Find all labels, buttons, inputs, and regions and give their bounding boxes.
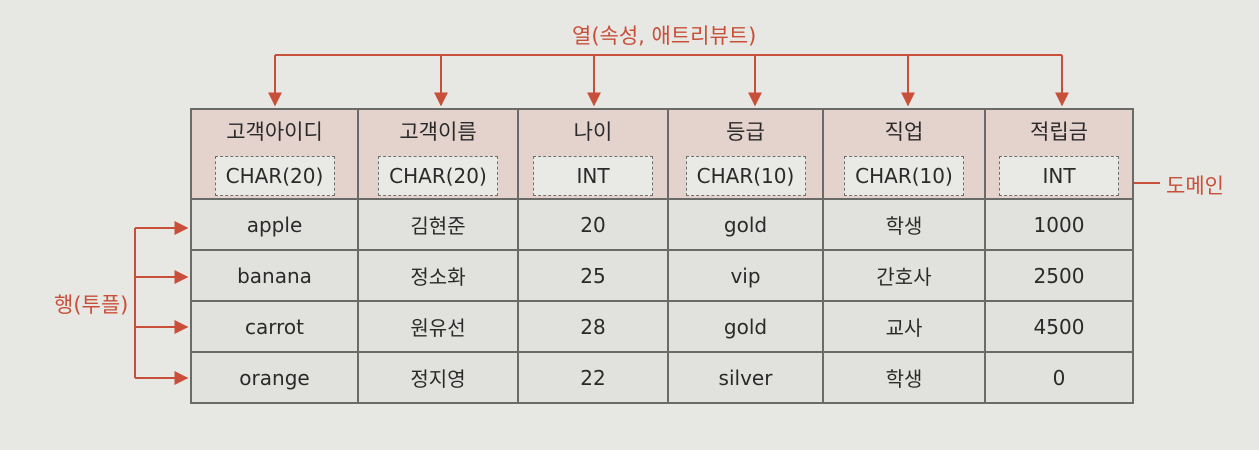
- table-cell: silver: [667, 351, 824, 404]
- table-cell: apple: [190, 198, 359, 251]
- tuple-row: carrot 원유선 28 gold 교사 4500: [190, 300, 1134, 353]
- domain-type: INT: [533, 156, 653, 196]
- attribute-header: 적립금 INT: [984, 108, 1134, 200]
- domain-type: CHAR(10): [685, 156, 806, 196]
- attribute-header: 나이 INT: [517, 108, 669, 200]
- row-label: 행(투플): [52, 289, 131, 319]
- attribute-name: 등급: [726, 120, 765, 144]
- table-cell: 25: [517, 249, 669, 302]
- table-cell: carrot: [190, 300, 359, 353]
- tuple-row: apple 김현준 20 gold 학생 1000: [190, 198, 1134, 251]
- domain-type: CHAR(20): [378, 156, 498, 196]
- domain-type: INT: [999, 156, 1119, 196]
- table-cell: 정지영: [357, 351, 519, 404]
- domain-label: 도메인: [1166, 174, 1224, 198]
- table-cell: 28: [517, 300, 669, 353]
- attribute-header: 등급 CHAR(10): [667, 108, 824, 200]
- table-cell: 2500: [984, 249, 1134, 302]
- table-cell: 학생: [822, 351, 986, 404]
- attribute-name: 고객이름: [399, 120, 477, 144]
- table-cell: 간호사: [822, 249, 986, 302]
- table-cell: 원유선: [357, 300, 519, 353]
- table-cell: 0: [984, 351, 1134, 404]
- domain-type: CHAR(20): [214, 156, 335, 196]
- attribute-name: 나이: [573, 120, 613, 144]
- relation-table: 고객아이디 CHAR(20) 고객이름 CHAR(20) 나이 INT 등급 C…: [190, 108, 1134, 404]
- table-cell: 김현준: [357, 198, 519, 251]
- table-cell: 4500: [984, 300, 1134, 353]
- tuple-row: banana 정소화 25 vip 간호사 2500: [190, 249, 1134, 302]
- column-label: 열(속성, 애트리뷰트): [572, 24, 757, 48]
- table-cell: gold: [667, 198, 824, 251]
- attribute-name: 고객아이디: [226, 120, 323, 144]
- tuple-row: orange 정지영 22 silver 학생 0: [190, 351, 1134, 404]
- table-cell: 학생: [822, 198, 986, 251]
- attribute-header: 직업 CHAR(10): [822, 108, 986, 200]
- header-row: 고객아이디 CHAR(20) 고객이름 CHAR(20) 나이 INT 등급 C…: [190, 108, 1134, 200]
- table-cell: banana: [190, 249, 359, 302]
- attribute-name: 직업: [884, 120, 924, 144]
- table-cell: 정소화: [357, 249, 519, 302]
- table-cell: 1000: [984, 198, 1134, 251]
- attribute-name: 적립금: [1030, 120, 1088, 144]
- table-cell: orange: [190, 351, 359, 404]
- domain-type: CHAR(10): [844, 156, 964, 196]
- attribute-header: 고객이름 CHAR(20): [357, 108, 519, 200]
- table-cell: vip: [667, 249, 824, 302]
- table-cell: gold: [667, 300, 824, 353]
- attribute-header: 고객아이디 CHAR(20): [190, 108, 359, 200]
- table-cell: 교사: [822, 300, 986, 353]
- table-cell: 22: [517, 351, 669, 404]
- table-cell: 20: [517, 198, 669, 251]
